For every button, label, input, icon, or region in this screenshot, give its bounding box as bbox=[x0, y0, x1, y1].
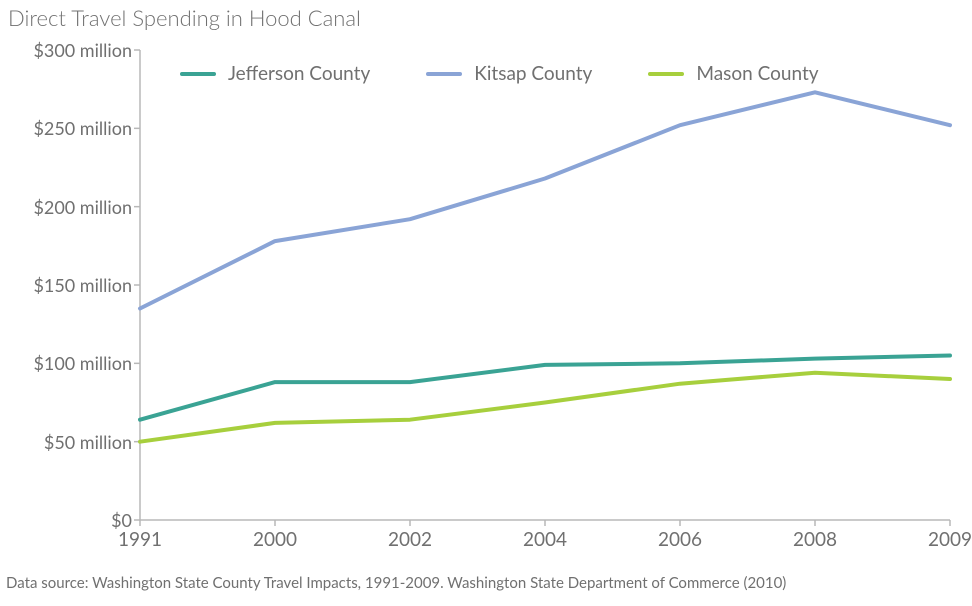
y-tick-label: $150 million bbox=[2, 274, 132, 296]
x-tick-label: 2006 bbox=[658, 528, 702, 551]
x-tick-label: 2004 bbox=[523, 528, 567, 551]
series-line-jefferson bbox=[140, 356, 950, 420]
y-tick-label: $50 million bbox=[2, 431, 132, 453]
y-tick-label: $250 million bbox=[2, 117, 132, 139]
plot-area bbox=[132, 48, 958, 530]
series-line-mason bbox=[140, 373, 950, 442]
y-tick-label: $300 million bbox=[2, 39, 132, 61]
y-tick-label: $200 million bbox=[2, 196, 132, 218]
x-tick-label: 2008 bbox=[793, 528, 837, 551]
y-tick-label: $100 million bbox=[2, 352, 132, 374]
chart-title: Direct Travel Spending in Hood Canal bbox=[8, 4, 361, 31]
series-line-kitsap bbox=[140, 92, 950, 308]
chart-container: Direct Travel Spending in Hood Canal Jef… bbox=[0, 0, 972, 606]
y-tick-label: $0 bbox=[2, 509, 132, 531]
x-tick-label: 2002 bbox=[388, 528, 432, 551]
source-note: Data source: Washington State County Tra… bbox=[6, 574, 786, 592]
x-tick-label: 2009 bbox=[928, 528, 972, 551]
x-tick-label: 1991 bbox=[118, 528, 162, 551]
y-ticks bbox=[134, 50, 140, 520]
x-tick-label: 2000 bbox=[253, 528, 297, 551]
x-ticks bbox=[140, 520, 950, 526]
